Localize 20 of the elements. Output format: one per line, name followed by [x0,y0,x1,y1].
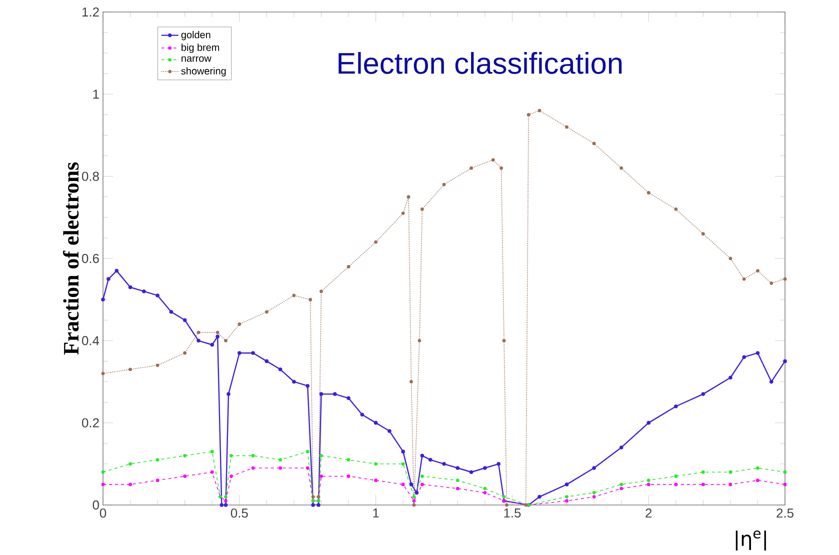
x-tick-label: 0 [100,508,106,518]
x-tick-label: 0.5 [230,508,248,518]
legend-label: showering [181,67,226,76]
x-axis-title: |η$^{e}$| [736,530,766,551]
x-tick-label: 2.5 [776,508,794,518]
x-tick-label: 1 [373,508,379,518]
y-tick-label: 1.2 [82,7,99,17]
legend-label: big brem [182,44,220,53]
y-tick-label: 0.6 [82,254,99,264]
y-tick-label: 0.2 [82,418,99,428]
x-tick-label: 2 [646,508,652,518]
y-tick-label: 0.4 [82,336,100,346]
text: Electron classification [338,52,622,74]
legend-label: narrow [182,56,212,62]
y-tick-label: 1 [93,90,99,99]
x-tick-label: 1.5 [504,508,521,518]
y-axis-title: Fraction of electrons [62,162,79,355]
y-tick-label: 0 [92,500,99,510]
legend-label: golden [181,30,210,40]
y-tick-label: 0.8 [82,172,99,181]
